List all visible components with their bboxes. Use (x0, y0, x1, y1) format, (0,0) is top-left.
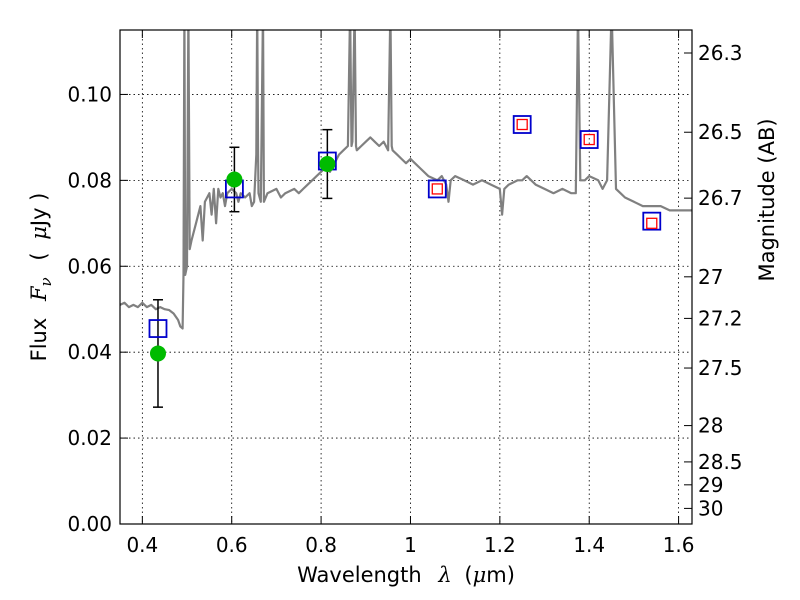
magnitude-tick-label: 30 (698, 496, 723, 520)
model-band-box (579, 130, 599, 149)
model-ir-box (431, 183, 443, 195)
observed-points (149, 156, 336, 362)
observed-point (149, 345, 166, 362)
magnitude-tick-label: 26.7 (698, 186, 743, 210)
y-tick-label: 0.04 (67, 340, 112, 364)
magnitude-tick-label: 26.5 (698, 120, 743, 144)
x-tick-label: 0.6 (216, 533, 248, 557)
x-tick-label: 1.2 (484, 533, 516, 557)
magnitude-tick-label: 29 (698, 473, 723, 497)
y-tick-label: 0.10 (67, 82, 112, 106)
y-axis-title-unit-open: ( (27, 252, 51, 260)
y-axis-title-unit-rest: Jy ) (27, 193, 51, 229)
model-band-box (642, 211, 662, 231)
magnitude-tick-label: 27 (698, 265, 723, 289)
y-axis-title: Flux Fν ( μJy ) (27, 193, 56, 362)
y-tick-label: 0.02 (67, 426, 112, 450)
x-axis-title: Wavelength λ (μm) (297, 563, 515, 587)
model-band-box (427, 179, 447, 199)
y-axis-title-unit-mu: μ (27, 226, 51, 240)
model-ir-box (583, 133, 595, 146)
y-tick-label: 0.00 (67, 512, 112, 536)
spectrum-line (120, 30, 692, 330)
axis-ticks (120, 30, 692, 525)
magnitude-tick-label: 27.2 (698, 306, 743, 330)
x-tick-label: 1 (404, 533, 417, 557)
y-axis-title-symbol: F (27, 285, 51, 302)
model-band-box (148, 319, 168, 338)
tick-labels: 0.4 0.6 0.8 1 1.2 1.4 1.6 0.00 0.02 0.04 0.06 0.08 0… (67, 41, 742, 557)
y-tick-label: 0.08 (67, 168, 112, 192)
y-tick-label: 0.06 (67, 254, 112, 278)
model-ir-box (646, 217, 658, 229)
x-tick-label: 1.6 (663, 533, 695, 557)
plot-background (120, 30, 692, 524)
spectrum-layer (120, 30, 692, 330)
x-tick-label: 0.4 (126, 533, 158, 557)
x-tick-label: 0.8 (305, 533, 337, 557)
x-axis-title-unit-mu: μ (473, 563, 487, 587)
y2-axis-title: Magnitude (AB) (755, 118, 779, 281)
model-band-box (512, 115, 532, 134)
model-ir-boxes (431, 118, 658, 229)
observed-point (226, 171, 243, 188)
y-axis-title-subscript: ν (37, 277, 55, 286)
x-axis-title-prefix: Wavelength (297, 563, 422, 587)
magnitude-tick-label: 28.5 (698, 450, 743, 474)
x-tick-label: 1.4 (573, 533, 605, 557)
magnitude-tick-label: 26.3 (698, 41, 743, 65)
plot-frame (119, 29, 693, 525)
observed-point (319, 156, 336, 173)
magnitude-tick-label: 27.5 (698, 356, 743, 380)
x-axis-title-unit-open: ( (464, 563, 472, 587)
model-ir-box (516, 118, 528, 131)
y-axis-title-prefix: Flux (27, 318, 51, 362)
x-axis-title-unit-rest: m) (486, 563, 515, 587)
x-axis-title-symbol: λ (437, 563, 451, 587)
magnitude-tick-label: 28 (698, 414, 723, 438)
